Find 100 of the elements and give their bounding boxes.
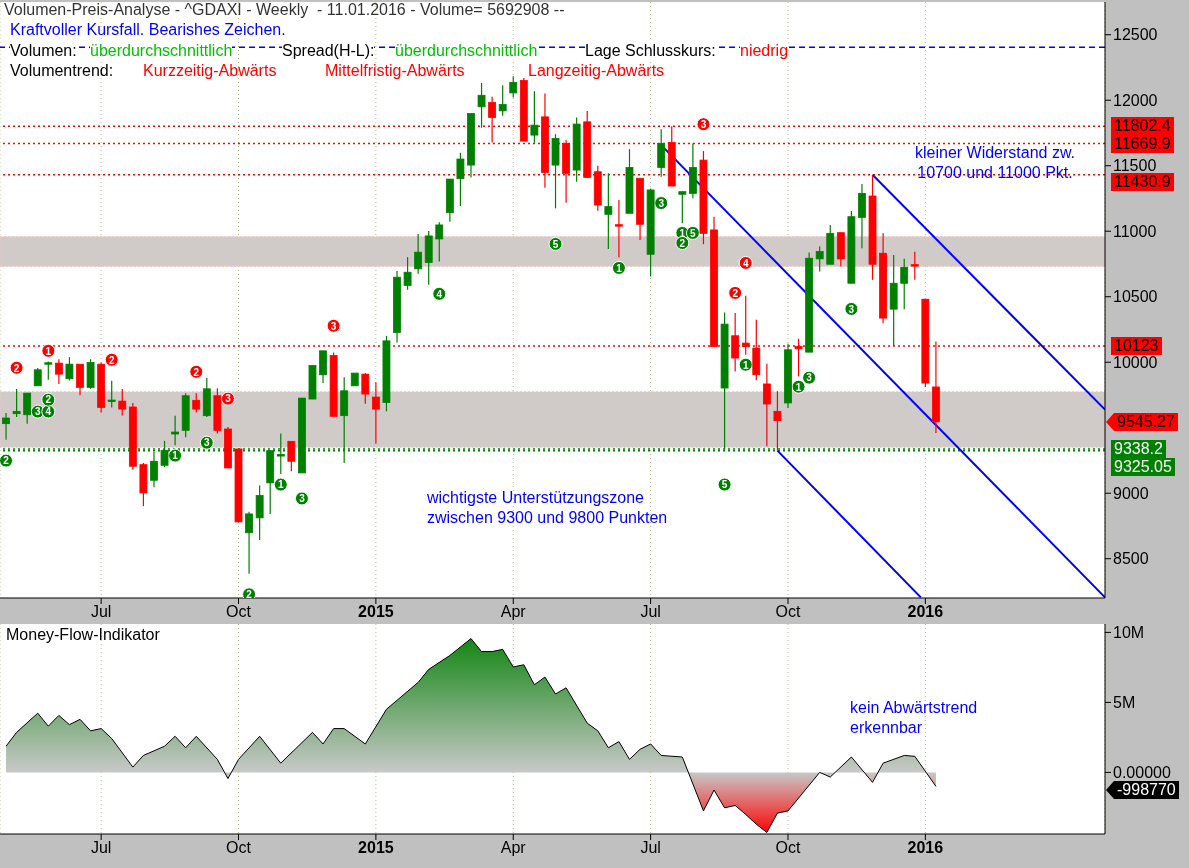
annotation: Lage Schlusskurs:	[585, 41, 716, 61]
candlestick	[76, 363, 84, 396]
candlestick	[192, 392, 201, 413]
candlestick	[910, 251, 919, 281]
annotation: Volumentrend:	[10, 61, 114, 81]
candlestick	[509, 75, 518, 99]
annotation: 1	[616, 262, 623, 274]
legend-label: 9325.05	[1111, 457, 1175, 476]
candlestick	[456, 152, 465, 207]
candlestick	[54, 358, 63, 385]
annotation: 3	[299, 493, 306, 505]
candlestick	[107, 380, 116, 409]
ref-line-label: 11430.9	[1111, 172, 1174, 191]
candlestick	[2, 412, 10, 441]
x-tick-label: Oct	[226, 839, 252, 856]
candlestick	[741, 295, 750, 356]
annotation: 2	[679, 237, 686, 249]
annotation: Volumen:	[10, 41, 77, 61]
y-tick-label: 5M	[1113, 694, 1136, 712]
candlestick	[171, 415, 180, 446]
y-tick-label: 10M	[1113, 624, 1145, 642]
candlestick	[657, 128, 666, 178]
annotation: 2	[108, 354, 115, 366]
candlestick	[319, 350, 327, 384]
annotation: 1	[679, 227, 686, 239]
candlestick	[65, 356, 74, 382]
candlestick	[255, 485, 264, 541]
annotation: 4	[45, 406, 52, 418]
candlestick	[361, 372, 370, 405]
x-tick-label: Jul	[640, 839, 661, 856]
x-tick-label: 2016	[907, 839, 944, 856]
annotation: Mittelfristig-Abwärts	[325, 61, 465, 81]
x-tick-label: Oct	[775, 839, 801, 856]
y-tick-label: 12000	[1113, 91, 1158, 109]
candlestick	[435, 221, 444, 263]
y-tick-label: 10000	[1113, 353, 1158, 371]
candlestick	[615, 199, 623, 259]
candlestick	[12, 388, 21, 418]
x-tick-label: Oct	[226, 603, 252, 620]
annotation: 5	[721, 479, 728, 491]
x-tick-label: Apr	[500, 603, 527, 620]
annotation: 2	[45, 394, 52, 406]
candlestick	[118, 388, 127, 416]
candlestick	[604, 172, 613, 250]
annotation: 1	[172, 450, 179, 462]
annotation: überdurchschnittlich	[90, 41, 233, 61]
annotation: Langzeitig-Abwärts	[528, 61, 665, 81]
annotation: überdurchschnittlich	[395, 41, 538, 61]
annotation: 3	[34, 406, 41, 418]
ref-line-label: 9338.2	[1111, 439, 1166, 458]
annotation: 3	[806, 372, 813, 384]
candlestick	[762, 363, 771, 447]
text: -998770	[1114, 781, 1179, 799]
x-tick-label: Jul	[640, 603, 661, 620]
annotation: 3	[848, 303, 855, 315]
annotation: 1	[795, 381, 802, 393]
annotation: 3	[330, 320, 337, 332]
candlestick	[371, 381, 380, 445]
y-tick-label: 9000	[1113, 484, 1149, 502]
annotation: 2	[193, 366, 200, 378]
annotation: wichtigste Unterstützungszone zwischen 9300 und 9800 Punkten	[427, 488, 669, 528]
x-tick-label: Jul	[90, 603, 112, 620]
candlestick	[414, 233, 423, 275]
annotation: 4	[742, 257, 749, 269]
candlestick	[773, 390, 782, 452]
candlestick	[530, 90, 539, 144]
annotation: 4	[436, 288, 443, 300]
candlestick	[44, 360, 53, 381]
annotation: 1	[278, 479, 284, 491]
candlestick	[287, 440, 296, 472]
x-tick-label: Apr	[500, 839, 527, 856]
annotation: 1	[742, 359, 749, 371]
annotation: 2	[732, 287, 739, 299]
y-tick-label: 0.00000	[1113, 764, 1171, 782]
y-tick-label: 8500	[1113, 550, 1149, 568]
candlestick	[858, 183, 866, 249]
x-tick-label: 2015	[358, 839, 394, 856]
annotation: 2	[3, 455, 10, 467]
y-tick-label: 11500	[1113, 157, 1157, 175]
candlestick	[403, 256, 412, 291]
x-tick-label: 2015	[358, 603, 394, 620]
annotation: 5	[690, 227, 697, 239]
y-tick-label: 11000	[1113, 222, 1157, 240]
candlestick	[245, 511, 253, 575]
ref-line-label: 11802.4	[1111, 117, 1174, 136]
ref-line-label: 10123	[1111, 337, 1162, 356]
annotation: 3	[700, 119, 707, 131]
text: Kraftvoller Kursfall. Bearishes Zeichen.	[10, 21, 286, 39]
ref-line-label: 11669.9	[1111, 135, 1174, 154]
candlestick	[498, 84, 507, 117]
candlestick	[678, 191, 687, 224]
annotation: 2	[13, 362, 20, 374]
annotation: Kurzzeitig-Abwärts	[143, 61, 277, 81]
y-tick-label: 10500	[1113, 288, 1158, 306]
candlestick	[900, 258, 909, 310]
annotation: 2	[246, 589, 253, 601]
annotation: niedrig	[740, 41, 789, 61]
x-tick-label: Oct	[775, 603, 801, 620]
annotation: kleiner Widerstand zw. 10700 und 11000 Pkt.	[913, 143, 1077, 183]
candlestick	[815, 245, 824, 273]
